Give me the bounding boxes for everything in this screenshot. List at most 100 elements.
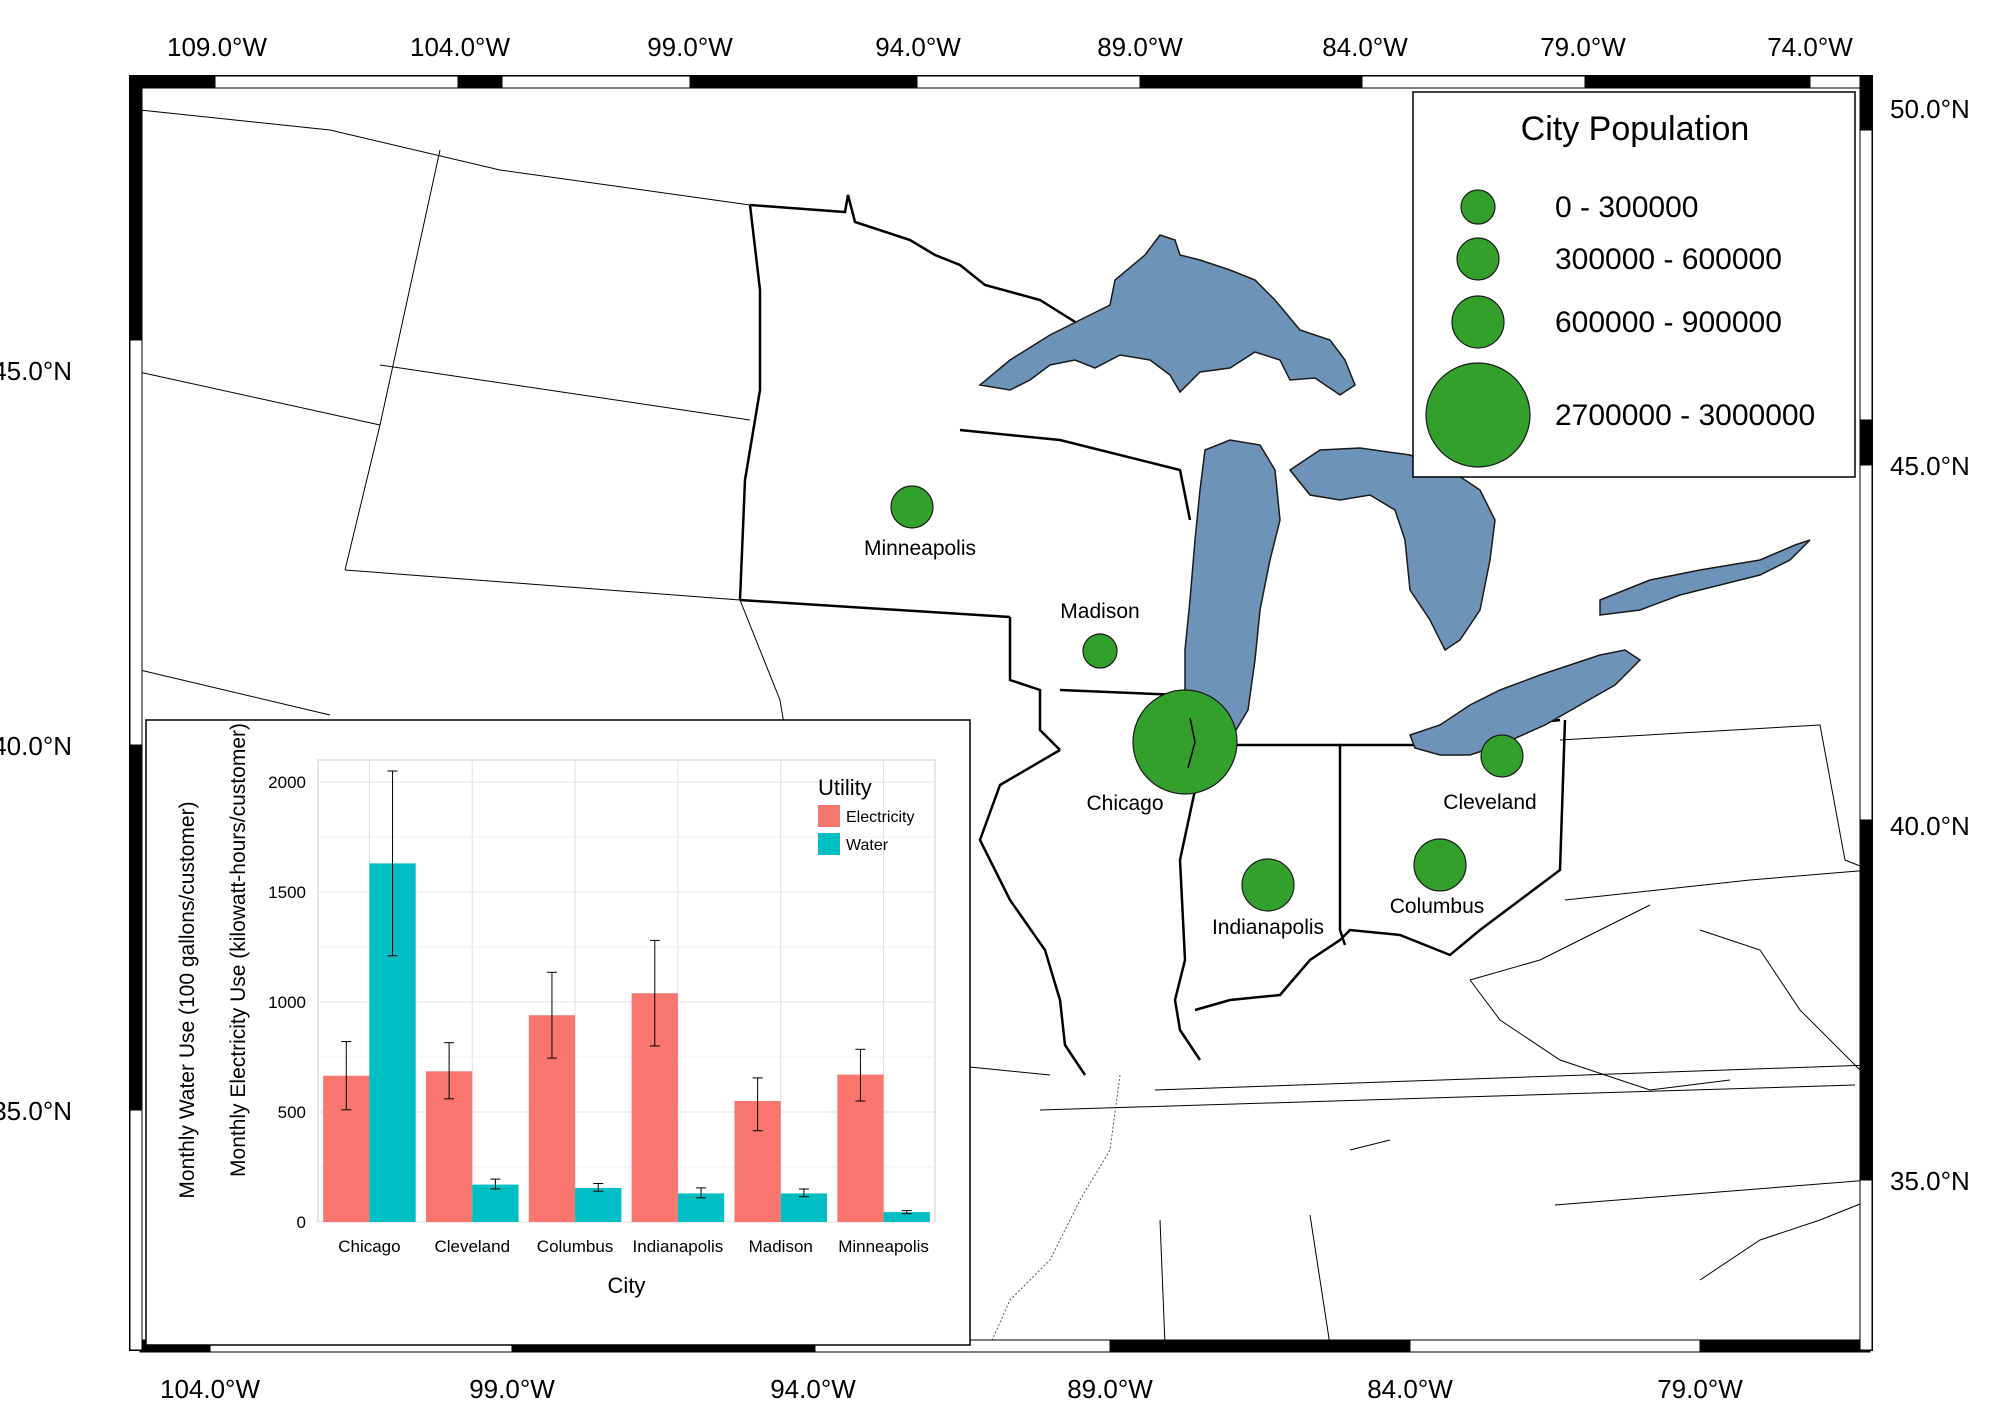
frame-bar-segment — [214, 75, 459, 89]
city-marker — [1480, 734, 1524, 778]
bar-water — [472, 1184, 519, 1222]
frame-bar-segment — [1859, 819, 1873, 1181]
x-tick-label: Columbus — [537, 1237, 614, 1256]
y-tick-label: 0 — [297, 1213, 306, 1232]
city-label: Chicago — [1086, 792, 1163, 815]
city-label: Madison — [1060, 600, 1139, 623]
chicago-border-overlay — [1187, 717, 1196, 769]
city-marker — [1082, 633, 1118, 669]
city-marker — [890, 485, 934, 529]
lake-erie — [1409, 649, 1642, 756]
city-label: Minneapolis — [864, 537, 976, 560]
city-marker — [1413, 838, 1467, 892]
city-marker — [1241, 858, 1295, 912]
frame-bar-segment — [139, 75, 216, 89]
top-tick-label: 79.0°W — [1540, 32, 1626, 62]
legend-item: 300000 - 600000 — [1456, 237, 1782, 281]
chart-legend-label: Water — [846, 837, 889, 854]
city-cleveland: Cleveland — [1443, 734, 1537, 814]
inset-chart: 0 500 1000 1500 2000 Chicago Cleveland Columbus… — [145, 719, 971, 1346]
bottom-tick-label: 104.0°W — [160, 1374, 260, 1404]
frame-bar-segment — [1584, 75, 1811, 89]
lake-michigan — [1184, 439, 1281, 746]
legend-item-label: 2700000 - 3000000 — [1555, 399, 1815, 432]
y-tick-label: 1000 — [268, 993, 306, 1012]
bottom-tick-label: 79.0°W — [1657, 1374, 1743, 1404]
y-tick-label: 1500 — [268, 883, 306, 902]
x-tick-label: Cleveland — [434, 1237, 510, 1256]
city-chicago: Chicago — [1086, 689, 1238, 815]
frame-bar-segment — [689, 75, 918, 89]
city-label: Indianapolis — [1212, 916, 1324, 939]
legend-item-label: 0 - 300000 — [1555, 191, 1698, 224]
top-tick-label: 74.0°W — [1767, 32, 1853, 62]
top-tick-label: 94.0°W — [875, 32, 961, 62]
top-tick-label: 109.0°W — [167, 32, 267, 62]
right-tick-label: 40.0°N — [1890, 811, 1970, 841]
bottom-tick-label: 84.0°W — [1367, 1374, 1453, 1404]
frame-bar-segment — [1859, 75, 1873, 131]
legend-item: 600000 - 900000 — [1451, 295, 1782, 349]
top-tick-label: 104.0°W — [410, 32, 510, 62]
frame-bar-segment — [1361, 75, 1586, 89]
bar-chart: 0 500 1000 1500 2000 Chicago Cleveland Columbus… — [176, 723, 936, 1298]
right-tick-label: 35.0°N — [1890, 1166, 1970, 1196]
state-boundaries-thin — [129, 109, 1871, 1346]
x-tick-label: Minneapolis — [838, 1237, 929, 1256]
left-tick-label: 35.0°N — [0, 1096, 72, 1126]
frame-bar-segment — [129, 75, 143, 341]
top-longitude-ticks: 109.0°W 104.0°W 99.0°W 94.0°W 89.0°W 84.0°W 79… — [167, 32, 1853, 62]
bar-water — [575, 1187, 622, 1222]
frame-bar-segment — [1859, 464, 1873, 821]
city-label: Cleveland — [1443, 791, 1536, 814]
bar-water — [780, 1193, 828, 1222]
legend-title: City Population — [1521, 110, 1750, 148]
x-tick-label: Chicago — [338, 1237, 400, 1256]
bottom-tick-label: 99.0°W — [469, 1374, 555, 1404]
chart-legend-swatch — [818, 805, 840, 827]
left-latitude-ticks: 45.0°N 40.0°N 35.0°N — [0, 356, 72, 1126]
right-tick-label: 50.0°N — [1890, 94, 1970, 124]
legend-swatch — [1425, 362, 1531, 468]
y-axis-label-electricity: Monthly Electricity Use (kilowatt-hours/… — [227, 723, 250, 1177]
mississippi-river — [989, 1074, 1121, 1346]
frame-bar-segment — [1139, 75, 1363, 89]
legend-item: 0 - 300000 — [1460, 189, 1698, 225]
left-tick-label: 45.0°N — [0, 356, 72, 386]
y-tick-label: 2000 — [268, 773, 306, 792]
x-tick-label: Indianapolis — [633, 1237, 724, 1256]
frame-bar-segment — [129, 1109, 143, 1351]
left-tick-label: 40.0°N — [0, 731, 72, 761]
bottom-tick-label: 89.0°W — [1067, 1374, 1153, 1404]
city-madison: Madison — [1060, 600, 1140, 669]
bottom-longitude-ticks: 104.0°W 99.0°W 94.0°W 89.0°W 84.0°W 79.0°W — [160, 1374, 1743, 1404]
x-axis-label: City — [608, 1273, 646, 1298]
legend-items: 0 - 300000 300000 - 600000 600000 - 900000… — [1425, 189, 1815, 468]
lake-huron — [1288, 447, 1496, 652]
city-minneapolis: Minneapolis — [864, 485, 976, 560]
top-tick-label: 89.0°W — [1097, 32, 1183, 62]
frame-bar-segment — [129, 744, 143, 1111]
frame-bar-segment — [129, 339, 143, 746]
lake-superior — [978, 234, 1356, 396]
legend-item: 2700000 - 3000000 — [1425, 362, 1815, 468]
frame-bar-segment — [501, 75, 691, 89]
legend-item-label: 600000 - 900000 — [1555, 306, 1782, 339]
coordinate-frame-bars — [129, 75, 1873, 1353]
top-tick-label: 99.0°W — [647, 32, 733, 62]
frame-bar-segment — [916, 75, 1141, 89]
bottom-tick-label: 94.0°W — [770, 1374, 856, 1404]
y-tick-label: 500 — [278, 1103, 306, 1122]
right-tick-label: 45.0°N — [1890, 451, 1970, 481]
frame-bar-segment — [1859, 1179, 1873, 1351]
chart-legend-title: Utility — [818, 775, 872, 800]
bar-water — [883, 1212, 930, 1222]
legend-swatch — [1460, 189, 1496, 225]
frame-bar-segment — [1859, 419, 1873, 466]
x-tick-label: Madison — [749, 1237, 813, 1256]
legend-swatch — [1451, 295, 1505, 349]
city-label: Columbus — [1390, 895, 1485, 918]
city-columbus: Columbus — [1390, 838, 1485, 918]
right-latitude-ticks: 50.0°N 45.0°N 40.0°N 35.0°N — [1890, 94, 1970, 1196]
